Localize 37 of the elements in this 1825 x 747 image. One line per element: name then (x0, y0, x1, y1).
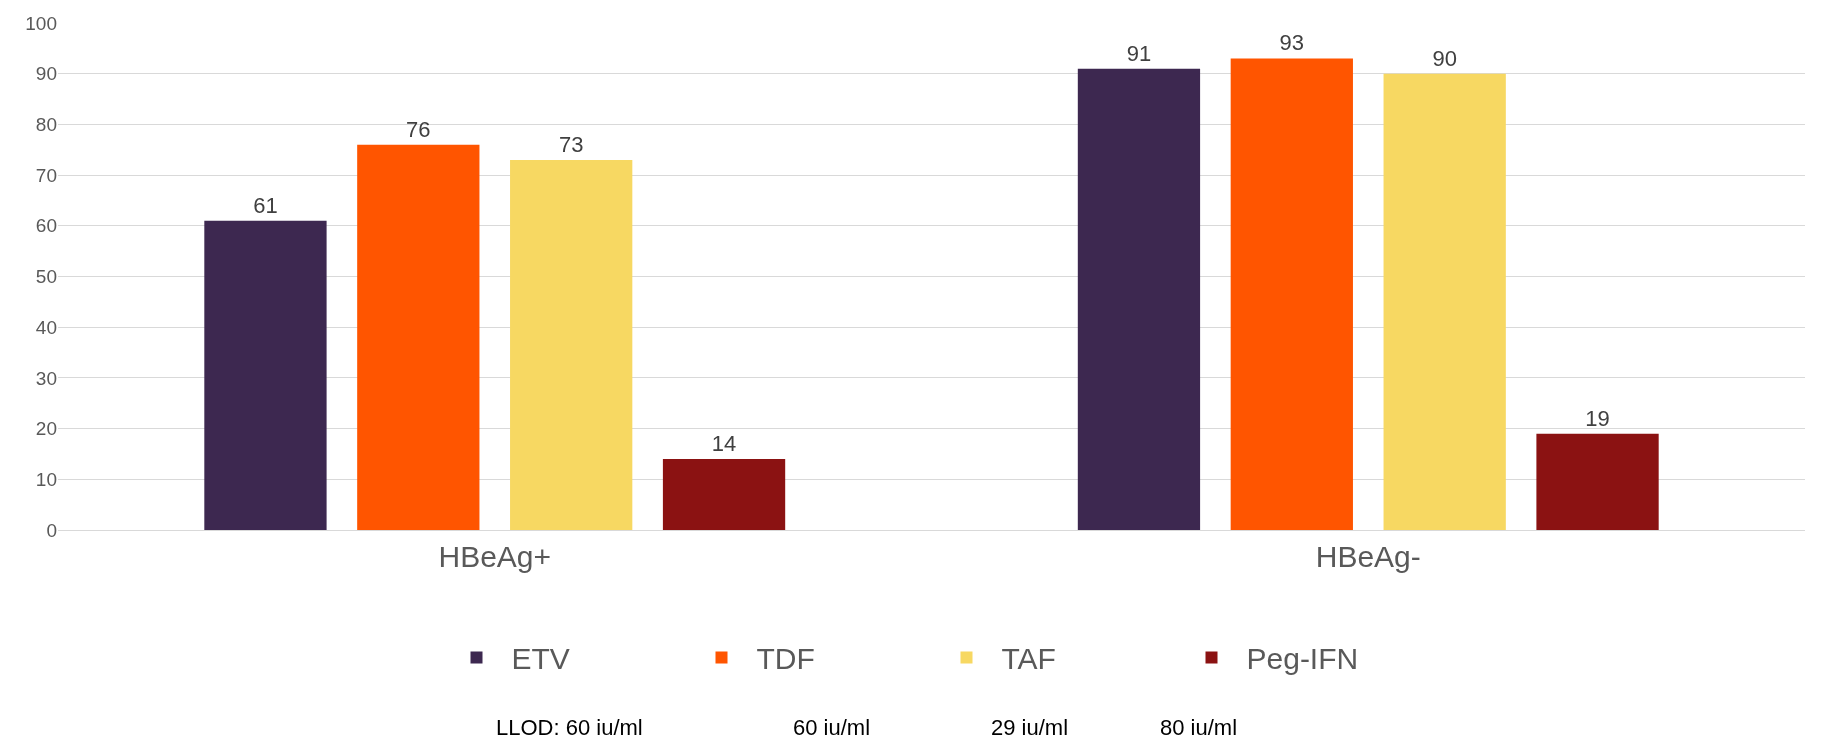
legend-label: ETV (511, 642, 570, 676)
text: 60 iu/ml (793, 715, 871, 740)
data-label: 61 (253, 192, 278, 218)
data-label: 14 (711, 431, 737, 457)
legend-label: TAF (1001, 642, 1056, 676)
bar (1230, 58, 1353, 530)
data-label: 73 (558, 131, 584, 157)
bar (510, 159, 633, 530)
y-tick-label: 60 (35, 215, 57, 237)
data-label: 93 (1279, 30, 1305, 56)
x-tick-label: HBeAg- (1315, 540, 1421, 573)
bar (662, 459, 786, 530)
data-label: 19 (1585, 405, 1610, 431)
data-label: 91 (1126, 40, 1152, 66)
bar (204, 220, 327, 530)
y-tick-label: 90 (35, 63, 57, 85)
data-label: 90 (1432, 45, 1457, 71)
text: 29 iu/ml (991, 715, 1069, 740)
bar (1077, 68, 1201, 530)
y-tick-label: 30 (35, 367, 57, 389)
x-tick-label: HBeAg+ (438, 540, 552, 573)
y-tick-label: 40 (35, 316, 57, 338)
text: LLOD: 60 iu/ml (496, 715, 643, 740)
bar (357, 144, 480, 530)
y-tick-label: 80 (35, 114, 57, 136)
bar (1383, 73, 1506, 530)
data-label: 76 (406, 116, 431, 142)
legend-label: Peg-IFN (1246, 642, 1359, 676)
y-tick-label: 10 (35, 468, 57, 490)
y-tick-label: 50 (35, 266, 57, 288)
bar (1536, 433, 1659, 530)
y-tick-label: 20 (35, 418, 57, 440)
y-tick-label: 0 (46, 519, 57, 541)
y-tick-label: 70 (35, 164, 57, 186)
text: 80 iu/ml (1160, 715, 1238, 740)
y-tick-label: 100 (25, 12, 57, 34)
legend-label: TDF (756, 642, 815, 676)
